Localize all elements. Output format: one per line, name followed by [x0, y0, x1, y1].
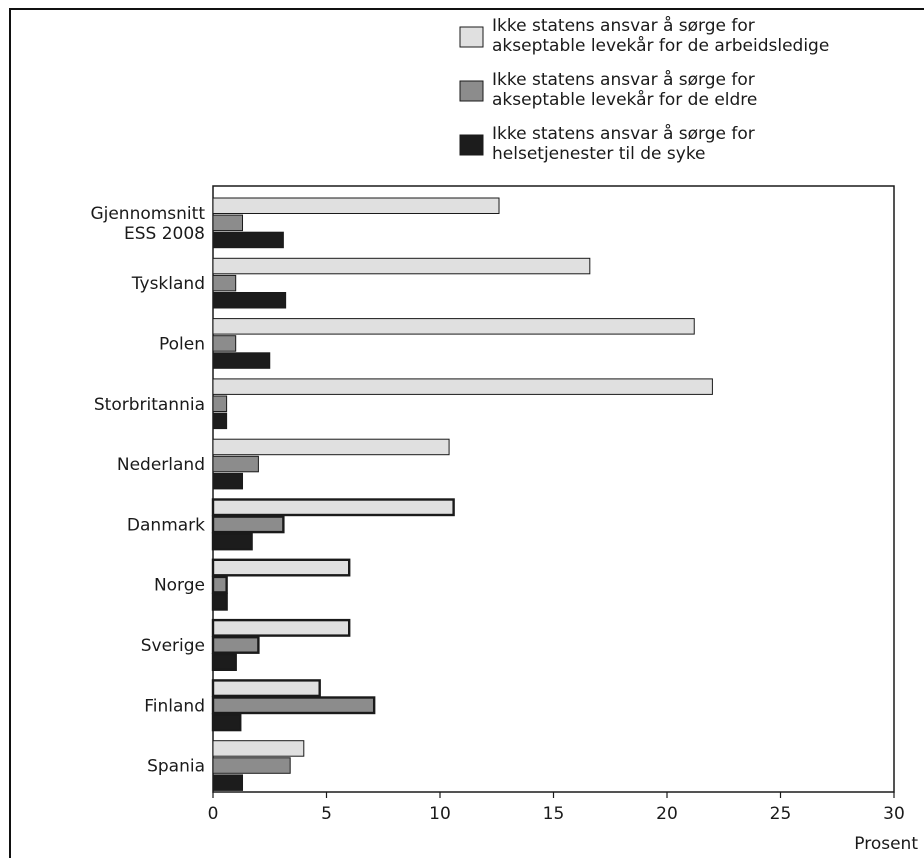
bar-gjennomsnitt-ess-2008-series-3: [212, 231, 284, 249]
category-label: Tyskland: [131, 274, 205, 294]
legend-swatch: [459, 80, 484, 102]
legend-swatch: [459, 26, 484, 48]
x-tick-label: 25: [770, 804, 792, 824]
bar-spania-series-3: [212, 774, 244, 791]
x-tick-label: 0: [208, 804, 219, 824]
legend-swatch: [459, 134, 484, 156]
category-label: Finland: [144, 696, 205, 716]
bar-finland-series-2: [211, 696, 376, 715]
bar-polen-series-1: [212, 318, 695, 335]
category-label: Gjennomsnitt: [90, 204, 205, 224]
bars: [211, 197, 713, 791]
bar-danmark-series-1: [211, 498, 455, 517]
legend-label: akseptable levekår for de eldre: [492, 89, 757, 110]
bar-danmark-series-2: [211, 515, 285, 534]
category-label: Norge: [154, 576, 205, 596]
legend-label: helsetjenester til de syke: [492, 144, 706, 164]
category-label: Nederland: [117, 455, 205, 475]
x-tick-label: 30: [883, 804, 905, 824]
legend-label: akseptable levekår for de arbeidsledige: [492, 35, 829, 56]
bar-nederland-series-3: [212, 472, 244, 490]
bar-storbritannia-series-1: [212, 378, 713, 395]
category-label: Spania: [147, 757, 205, 777]
bar-norge-series-1: [211, 558, 351, 577]
legend-label: Ikke statens ansvar å sørge for: [492, 123, 755, 144]
legend-label: Ikke statens ansvar å sørge for: [492, 15, 755, 36]
bar-norge-series-3: [211, 592, 228, 611]
bar-gjennomsnitt-ess-2008-series-2: [212, 214, 244, 232]
bar-nederland-series-2: [212, 455, 259, 473]
bar-spania-series-1: [212, 740, 305, 757]
bar-tyskland-series-3: [212, 292, 287, 309]
bar-sverige-series-2: [211, 636, 260, 654]
x-tick-label: 5: [321, 804, 332, 824]
x-axis: 0 5 10 15 20 25 30: [208, 792, 905, 824]
bar-polen-series-2: [212, 335, 237, 352]
bar-sverige-series-3: [211, 653, 237, 671]
bar-tyskland-series-2: [212, 274, 237, 292]
bar-storbritannia-series-2: [212, 395, 228, 412]
bar-storbritannia-series-3: [212, 412, 228, 430]
x-axis-label: Prosent: [854, 834, 918, 854]
x-tick-label: 10: [429, 804, 451, 824]
legend: Ikke statens ansvar å sørge forakseptabl…: [459, 15, 829, 164]
x-tick-label: 20: [656, 804, 678, 824]
category-label: Danmark: [127, 515, 205, 535]
bar-norge-series-2: [211, 575, 228, 594]
x-tick-label: 15: [543, 804, 565, 824]
category-label: Polen: [159, 334, 205, 354]
chart-frame: [9, 8, 924, 858]
bar-polen-series-3: [212, 352, 271, 369]
bar-finland-series-1: [211, 679, 321, 698]
category-label: Storbritannia: [94, 395, 205, 415]
bar-sverige-series-1: [211, 618, 351, 637]
category-label: ESS 2008: [124, 224, 205, 244]
legend-label: Ikke statens ansvar å sørge for: [492, 69, 755, 90]
bar-finland-series-3: [211, 713, 242, 732]
bar-danmark-series-3: [211, 532, 253, 551]
bar-nederland-series-1: [212, 438, 450, 456]
bar-tyskland-series-1: [212, 257, 591, 275]
bar-gjennomsnitt-ess-2008-series-1: [212, 197, 500, 214]
category-label: Sverige: [141, 636, 205, 656]
bar-spania-series-2: [212, 757, 291, 774]
